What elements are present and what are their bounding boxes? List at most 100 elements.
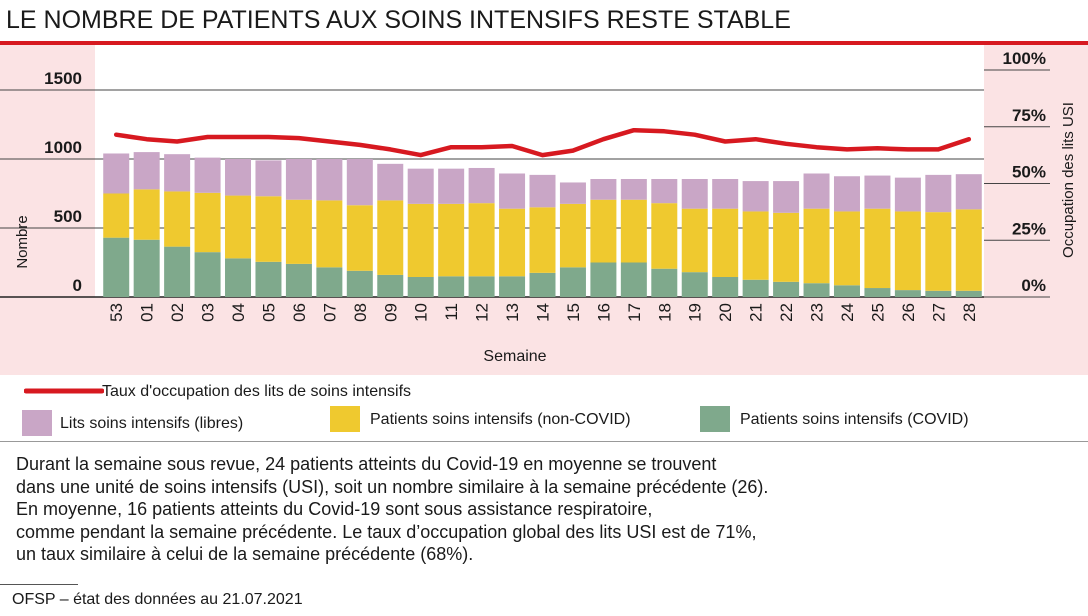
bar-segment: [285, 159, 312, 200]
bar-segment: [346, 270, 373, 297]
description-line: comme pendant la semaine précédente. Le …: [16, 521, 757, 542]
description-line: Durant la semaine sous revue, 24 patient…: [16, 454, 717, 474]
bar-segment: [255, 196, 282, 262]
bar-segment: [529, 174, 556, 208]
bar-segment: [651, 268, 678, 297]
bar-segment: [407, 168, 434, 204]
bar-segment: [742, 211, 769, 280]
bar-segment: [925, 212, 952, 291]
x-tick-label: 25: [868, 303, 887, 322]
bar-segment: [620, 262, 647, 297]
x-tick-label: 26: [899, 303, 918, 322]
bar-segment: [103, 153, 130, 194]
bar-segment: [225, 258, 252, 297]
bar-segment: [864, 208, 891, 289]
x-tick-label: 28: [960, 303, 979, 322]
x-tick-label: 12: [473, 303, 492, 322]
bar-segment: [377, 274, 404, 297]
x-tick-label: 23: [808, 303, 827, 322]
bar-segment: [894, 211, 921, 291]
bar-segment: [590, 179, 617, 200]
occupancy-line: [113, 127, 972, 158]
bar-segment: [438, 276, 465, 297]
bar-segment: [681, 272, 708, 297]
x-tick-label: 22: [777, 303, 796, 322]
bar-segment: [681, 179, 708, 209]
occupancy-line-path: [113, 127, 972, 158]
y2-tick-label: 75%: [1012, 106, 1046, 125]
bar-segment: [438, 168, 465, 204]
bar-segment: [833, 285, 860, 297]
bar-segment: [651, 203, 678, 269]
bar-segment: [285, 263, 312, 297]
bar-segment: [133, 152, 160, 190]
bar-segment: [559, 182, 586, 204]
y2-tick-label: 0%: [1021, 276, 1046, 295]
chart: 1500 1000 500 0 100% 75% 50% 25% 0% 53 01 02 03 04 0…: [0, 45, 1088, 375]
bar-segment: [925, 290, 952, 297]
y2-tick-label: 25%: [1012, 219, 1046, 238]
bar-segment: [742, 181, 769, 212]
bar-segment: [194, 157, 221, 193]
y-axis-ticks: 1500 1000 500 0: [44, 69, 82, 295]
y-tick-label: 0: [73, 276, 82, 295]
y2-axis-ticks: 100% 75% 50% 25% 0%: [1003, 49, 1046, 295]
legend-free-swatch: [22, 410, 52, 436]
bar-segment: [407, 203, 434, 277]
bar-segment: [559, 203, 586, 268]
bar-segment: [133, 189, 160, 240]
x-tick-label: 21: [747, 303, 766, 322]
bar-segment: [316, 200, 343, 268]
legend-separator: [0, 441, 1088, 442]
bar-segment: [438, 203, 465, 277]
description-line: En moyenne, 16 patients atteints du Covi…: [16, 499, 653, 519]
bar-segment: [194, 252, 221, 297]
description-line: un taux similaire à celui de la semaine …: [16, 544, 474, 564]
bar-segment: [377, 163, 404, 201]
y2-tick-label: 50%: [1012, 163, 1046, 182]
bar-segment: [225, 159, 252, 196]
description-text: Durant la semaine sous revue, 24 patient…: [16, 453, 768, 566]
x-tick-label: 16: [594, 303, 613, 322]
bar-segment: [255, 160, 282, 197]
x-tick-label: 20: [716, 303, 735, 322]
bar-segment: [346, 205, 373, 271]
bar-segment: [590, 199, 617, 263]
bar-segment: [894, 290, 921, 297]
bar-segment: [833, 211, 860, 286]
x-tick-label: 14: [534, 303, 553, 322]
bar-segment: [285, 199, 312, 264]
bar-segment: [407, 276, 434, 297]
legend-line-swatch: [24, 388, 104, 394]
source-note: OFSP – état des données au 21.07.2021: [12, 591, 303, 608]
bar-segment: [803, 173, 830, 209]
x-tick-label: 04: [229, 303, 248, 322]
bar-segment: [468, 203, 495, 277]
bar-segment: [955, 209, 982, 291]
bar-segment: [620, 199, 647, 263]
x-tick-label: 10: [412, 303, 431, 322]
bar-segment: [803, 283, 830, 297]
x-tick-label: 06: [290, 303, 309, 322]
bar-segment: [529, 272, 556, 297]
y-tick-label: 1500: [44, 69, 82, 88]
x-tick-label: 17: [625, 303, 644, 322]
bar-segment: [620, 179, 647, 200]
bar-segment: [803, 208, 830, 284]
bar-segment: [164, 246, 191, 297]
bar-segment: [499, 173, 526, 209]
bar-segment: [955, 290, 982, 297]
bar-segment: [712, 276, 739, 297]
x-tick-label: 02: [168, 303, 187, 322]
x-tick-label: 19: [686, 303, 705, 322]
x-tick-label: 11: [442, 303, 461, 321]
bar-segment: [925, 174, 952, 213]
bars: [103, 152, 982, 297]
x-axis-ticks: 53 01 02 03 04 05 06 07 08 09 10 11 12 13 14 15 16 17 18 19…: [107, 303, 979, 322]
bar-segment: [164, 154, 191, 192]
y2-axis-label: Occupation des lits USI: [1060, 102, 1077, 258]
bar-segment: [499, 208, 526, 277]
x-tick-label: 05: [259, 303, 278, 322]
bar-segment: [864, 175, 891, 209]
bar-segment: [955, 174, 982, 210]
